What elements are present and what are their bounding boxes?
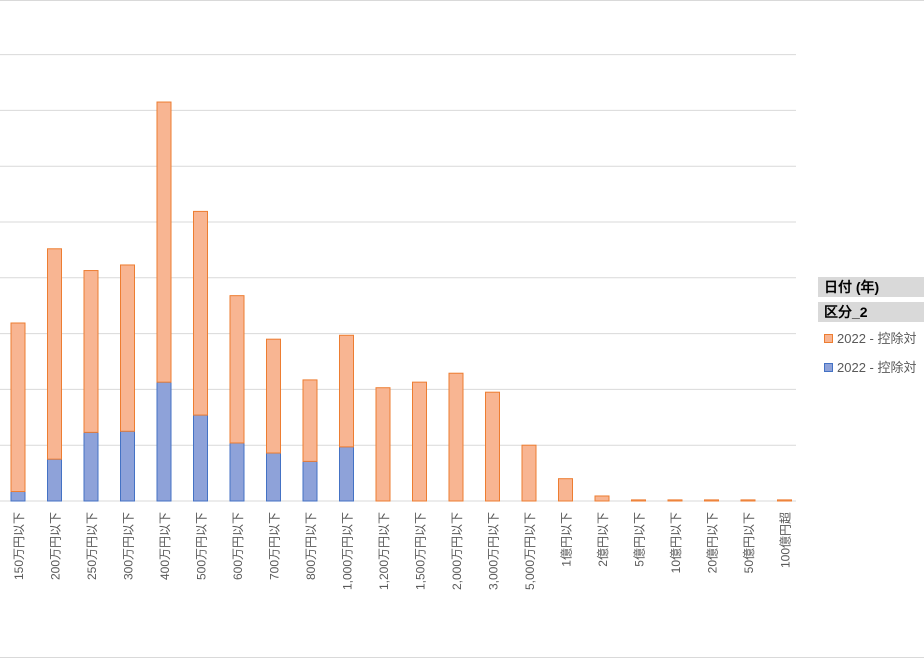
x-tick-label: 5億円以下 bbox=[633, 512, 647, 567]
x-tick-label: 2億円以下 bbox=[596, 512, 610, 567]
bar-segment-series-2 bbox=[485, 391, 500, 502]
x-tick-label: 1億円以下 bbox=[560, 512, 574, 567]
bar-segment-series-2 bbox=[558, 478, 573, 502]
legend-field-date[interactable]: 日付 (年) bbox=[818, 277, 924, 297]
bar-segment-series-2 bbox=[47, 248, 62, 460]
chart-bottom-border bbox=[0, 657, 924, 658]
legend-item-series-1[interactable]: 2022 - 控除対 bbox=[824, 330, 924, 348]
bar-segment-series-2 bbox=[777, 499, 792, 502]
bar-segment-series-2 bbox=[740, 499, 756, 502]
x-tick-label: 5,000万円以下 bbox=[523, 512, 537, 590]
x-tick-label: 150万円以下 bbox=[12, 512, 26, 580]
bar-segment-series-2 bbox=[339, 334, 354, 448]
x-tick-label: 2,000万円以下 bbox=[450, 512, 464, 590]
x-tick-label: 1,000万円以下 bbox=[341, 512, 355, 590]
bar-segment-series-2 bbox=[120, 264, 135, 432]
x-tick-label: 250万円以下 bbox=[85, 512, 99, 580]
x-tick-label: 10億円以下 bbox=[669, 512, 683, 573]
legend-swatch-orange bbox=[824, 334, 833, 344]
x-tick-label: 500万円以下 bbox=[195, 512, 209, 580]
bar-segment-series-2 bbox=[156, 101, 172, 383]
bar-segment-series-1 bbox=[47, 458, 62, 502]
legend-series-1-label: 2022 - 控除対 bbox=[837, 331, 917, 346]
bar-segment-series-2 bbox=[521, 444, 537, 502]
bar-segment-series-1 bbox=[83, 431, 99, 502]
bar-segment-series-1 bbox=[156, 381, 172, 502]
bar-segment-series-1 bbox=[120, 430, 135, 502]
x-tick-label: 300万円以下 bbox=[122, 512, 136, 580]
stacked-bar-chart: 150万円以下 200万円以下 250万円以下 300万円以下 400万円以下 500万円… bbox=[0, 54, 796, 590]
bar-segment-series-2 bbox=[10, 322, 26, 493]
bar-segment-series-2 bbox=[412, 381, 427, 502]
bar-segment-series-2 bbox=[266, 338, 281, 454]
bar-segment-series-2 bbox=[704, 499, 719, 502]
x-tick-label: 3,000万円以下 bbox=[487, 512, 501, 590]
bar-segment-series-2 bbox=[229, 295, 245, 444]
bar-segment-series-1 bbox=[266, 452, 281, 502]
x-tick-label: 100億円超 bbox=[778, 512, 793, 568]
bar-segment-series-2 bbox=[594, 495, 610, 502]
x-tick-label: 800万円以下 bbox=[304, 512, 318, 580]
bar-segment-series-2 bbox=[375, 387, 391, 502]
x-tick-label: 1,500万円以下 bbox=[414, 512, 428, 590]
legend-field-category[interactable]: 区分_2 bbox=[818, 302, 924, 322]
bar-segment-series-2 bbox=[193, 210, 208, 416]
bar-segment-series-1 bbox=[229, 442, 245, 502]
bar-segment-series-1 bbox=[339, 446, 354, 502]
bar-segment-series-2 bbox=[667, 499, 683, 502]
bar-segment-series-1 bbox=[10, 491, 26, 502]
x-tick-label: 400万円以下 bbox=[158, 512, 172, 580]
bar-segment-series-2 bbox=[302, 379, 318, 462]
legend-swatch-blue bbox=[824, 363, 833, 373]
legend-item-series-2[interactable]: 2022 - 控除対 bbox=[824, 359, 924, 377]
chart-top-border bbox=[0, 0, 924, 1]
x-tick-label: 20億円以下 bbox=[706, 512, 720, 573]
x-tick-label: 600万円以下 bbox=[231, 512, 245, 580]
bar-segment-series-2 bbox=[83, 270, 99, 433]
bar-segment-series-1 bbox=[302, 460, 318, 502]
x-tick-label: 200万円以下 bbox=[49, 512, 63, 580]
bar-segment-series-2 bbox=[631, 499, 646, 502]
bar-segment-series-2 bbox=[448, 372, 464, 502]
x-tick-label: 700万円以下 bbox=[268, 512, 282, 580]
x-tick-label: 50億円以下 bbox=[742, 512, 756, 573]
bar-segment-series-1 bbox=[193, 414, 208, 502]
legend-series-2-label: 2022 - 控除対 bbox=[837, 360, 917, 375]
x-tick-label: 1,200万円以下 bbox=[377, 512, 391, 590]
